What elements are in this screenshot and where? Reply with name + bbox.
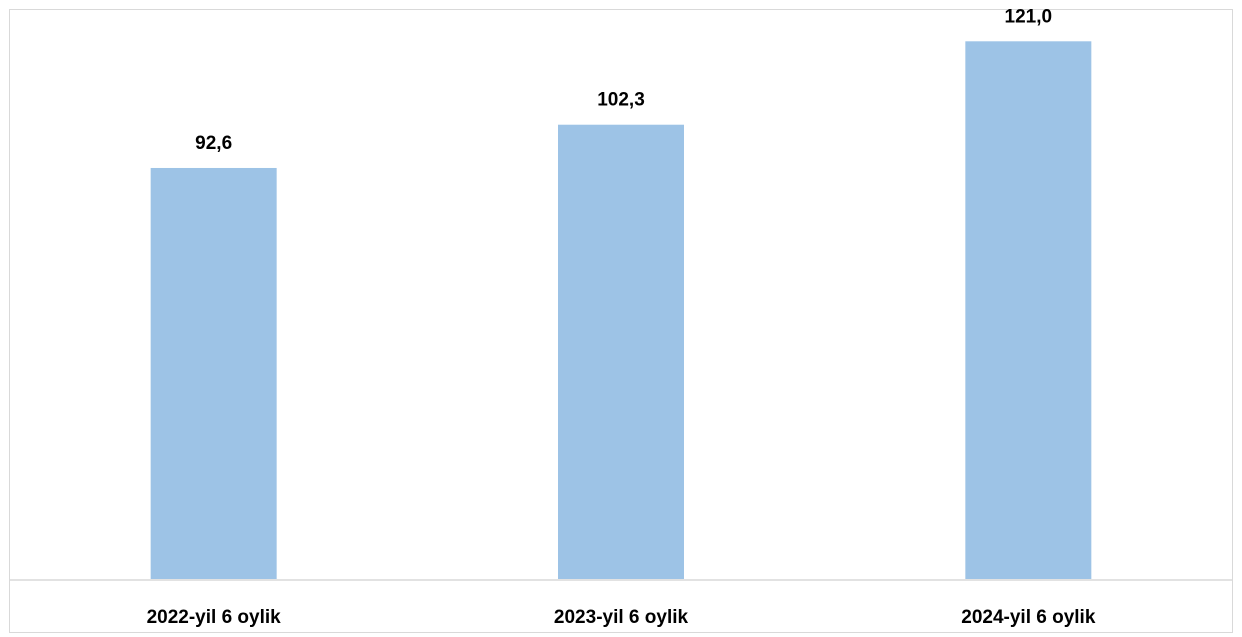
- x-tick-label-3: 2024-yil 6 oylik: [961, 607, 1096, 628]
- data-label-3: 121,0: [1005, 6, 1053, 27]
- bars-group: [148, 39, 1094, 582]
- bar-3: [963, 39, 1094, 582]
- bar-2: [556, 122, 686, 581]
- x-tick-labels-group: 2022-yil 6 oylik 2023-yil 6 oylik 2024-yil…: [147, 607, 1096, 628]
- bar-1: [148, 165, 279, 581]
- x-tick-label-1: 2022-yil 6 oylik: [147, 607, 282, 628]
- data-label-2: 102,3: [597, 90, 645, 111]
- x-tick-label-2: 2023-yil 6 oylik: [554, 607, 689, 628]
- data-label-1: 92,6: [195, 133, 232, 154]
- data-labels-group: 92,6 102,3 121,0: [195, 6, 1052, 154]
